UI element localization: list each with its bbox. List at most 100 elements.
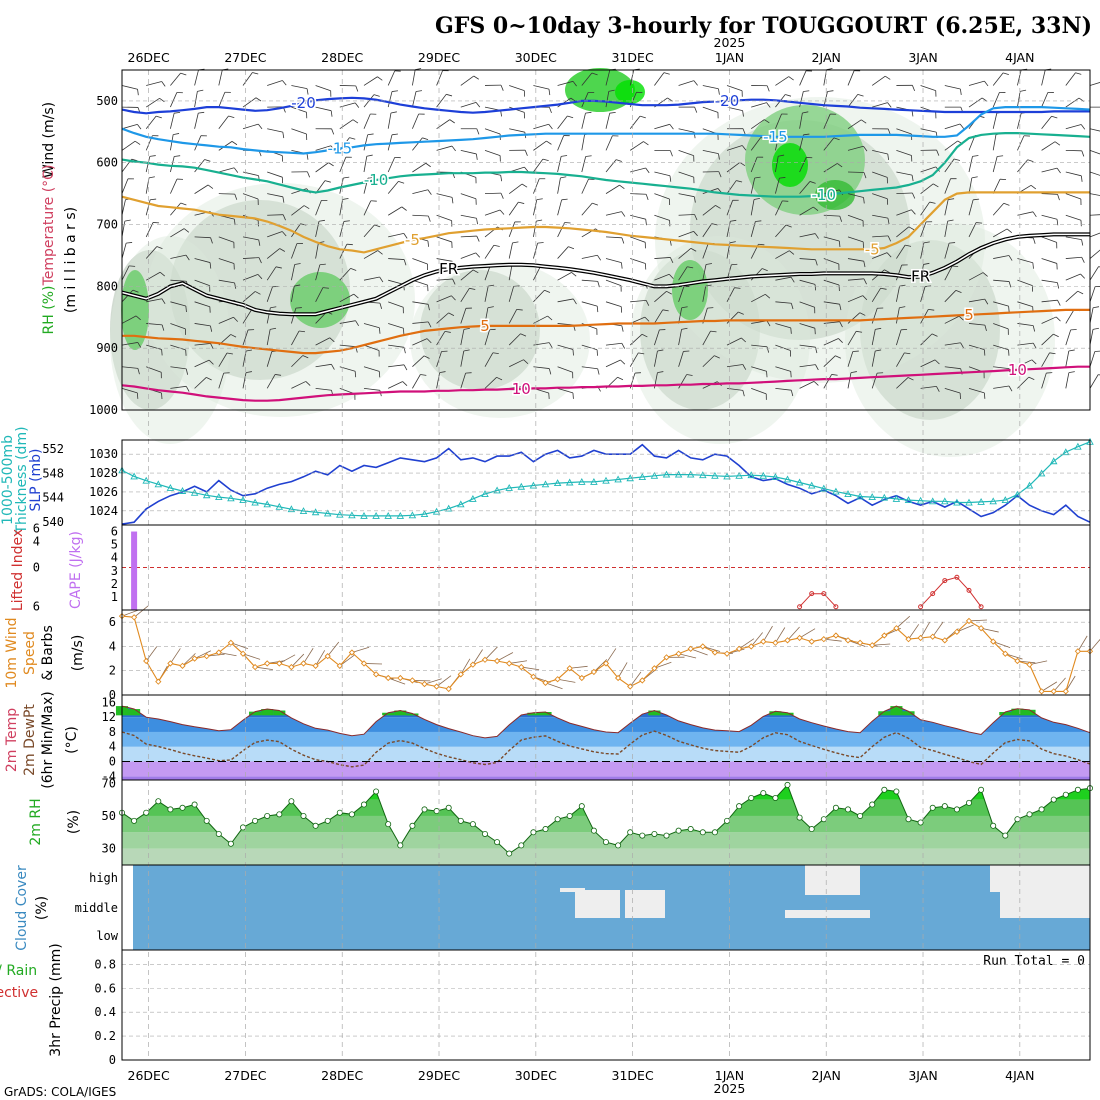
wind-barb [412,321,429,324]
rh-marker [699,829,706,836]
wind-barb [218,69,223,86]
wind-barb [992,178,1001,194]
wind-barb-flag [693,196,696,203]
wind-barb [315,337,331,346]
wind-barb-flag [282,80,287,86]
wind-barb [291,243,298,259]
wind-barb [291,223,301,238]
wind-barb-flag [960,342,964,349]
rh-marker [651,830,658,837]
wind-barb [291,381,306,389]
rh-marker [917,819,924,826]
wind-barb [315,221,320,237]
wind10m-barb [1017,660,1036,664]
wind-barb-flag [561,198,568,201]
wind-barb-flag [328,162,334,167]
wind-barb [557,387,574,394]
wind-barb-flag [711,223,718,226]
rh-marker [324,817,331,824]
wind-barb-flag [329,337,335,343]
wind-barb [605,301,622,308]
date-label-bottom: 26DEC [128,1068,170,1083]
wind-speed-marker [167,660,174,667]
wind-barb-flag [282,196,285,203]
wind-barb-flag [859,312,866,316]
wind-barb-flag [403,233,408,239]
wind-barb [847,214,864,222]
thickness-marker [989,497,997,505]
wind-barb [1089,351,1096,367]
wind-barb [291,286,295,302]
wind-barb-flag [1068,371,1075,374]
li-series [799,576,982,608]
wind-barb-flag [687,266,694,269]
wind-tick: 4 [109,639,116,653]
wind-barb [871,350,876,367]
wind-barb [388,344,405,348]
wind-barb [170,385,187,389]
wind-barb [436,236,452,243]
wind-speed-marker [1050,688,1057,695]
wind10m-barb [133,605,149,618]
wind-barb [484,377,497,389]
wind-barb-flag [954,158,961,161]
thickness-marker [614,475,622,483]
wind10m-barb [545,682,563,690]
wind-barb-flag [156,246,163,250]
wind-speed-marker [1002,650,1009,657]
wind-barb-flag [137,368,140,375]
thickness-marker [372,511,380,519]
wind-barb [896,209,912,216]
wind-barb-flag [548,89,551,96]
thickness-marker [396,511,405,519]
wind-barb [871,308,878,324]
wind-barb [968,323,985,326]
rh-marker [603,839,610,846]
wind-barb [412,301,429,305]
wind-barb-flag [446,93,453,97]
wind-barb [363,366,380,372]
wind-barb-flag [500,175,503,182]
wind10m-barb [303,648,314,664]
wind-barb-flag [500,192,504,199]
wind-barb-flag [766,346,770,353]
wind-barb [968,387,985,394]
wind-barb-flag [343,176,350,179]
wind-barb [460,252,476,259]
rh-marker [457,817,464,824]
wind-barb [944,85,961,90]
wind-barb-flag [198,111,205,114]
wind-barb-flag [929,201,936,204]
wind-barb [145,222,154,238]
wind-barb-flag [275,266,282,269]
wind-barb-flag [307,171,311,178]
wind-barb-flag [180,202,187,206]
thickness-marker [541,480,550,488]
temp-max-cap [394,710,407,716]
temp-contour-label: -15 [328,140,353,158]
wind-barb-flag [742,390,745,397]
wind10m-barb [678,653,697,659]
wind-barb [775,387,792,391]
wind-barb [460,75,474,86]
wind-barb-flag [1032,342,1037,349]
wind-barb [920,359,936,368]
wind-barb [1065,72,1076,86]
date-label-bottom: 29DEC [418,1068,460,1083]
wind-barb [242,291,256,303]
wind-barb [412,91,417,108]
wind-barb-flag [585,111,592,114]
wind-barb [146,298,162,303]
temp-max-cap [539,712,552,716]
cloud-ylabel: Cloud Cover [14,865,30,951]
wind-barb-flag [741,145,747,151]
wind-barb-flag [523,359,529,365]
wind-barb [412,258,428,265]
thickness-marker [287,505,296,513]
wind-barb [339,199,343,216]
wind10m-barb [1053,677,1066,692]
thickness-tick: 540 [42,515,64,529]
wind10m-barb [351,646,370,653]
wind-speed-marker [143,657,150,665]
wind-barb [1017,301,1033,307]
